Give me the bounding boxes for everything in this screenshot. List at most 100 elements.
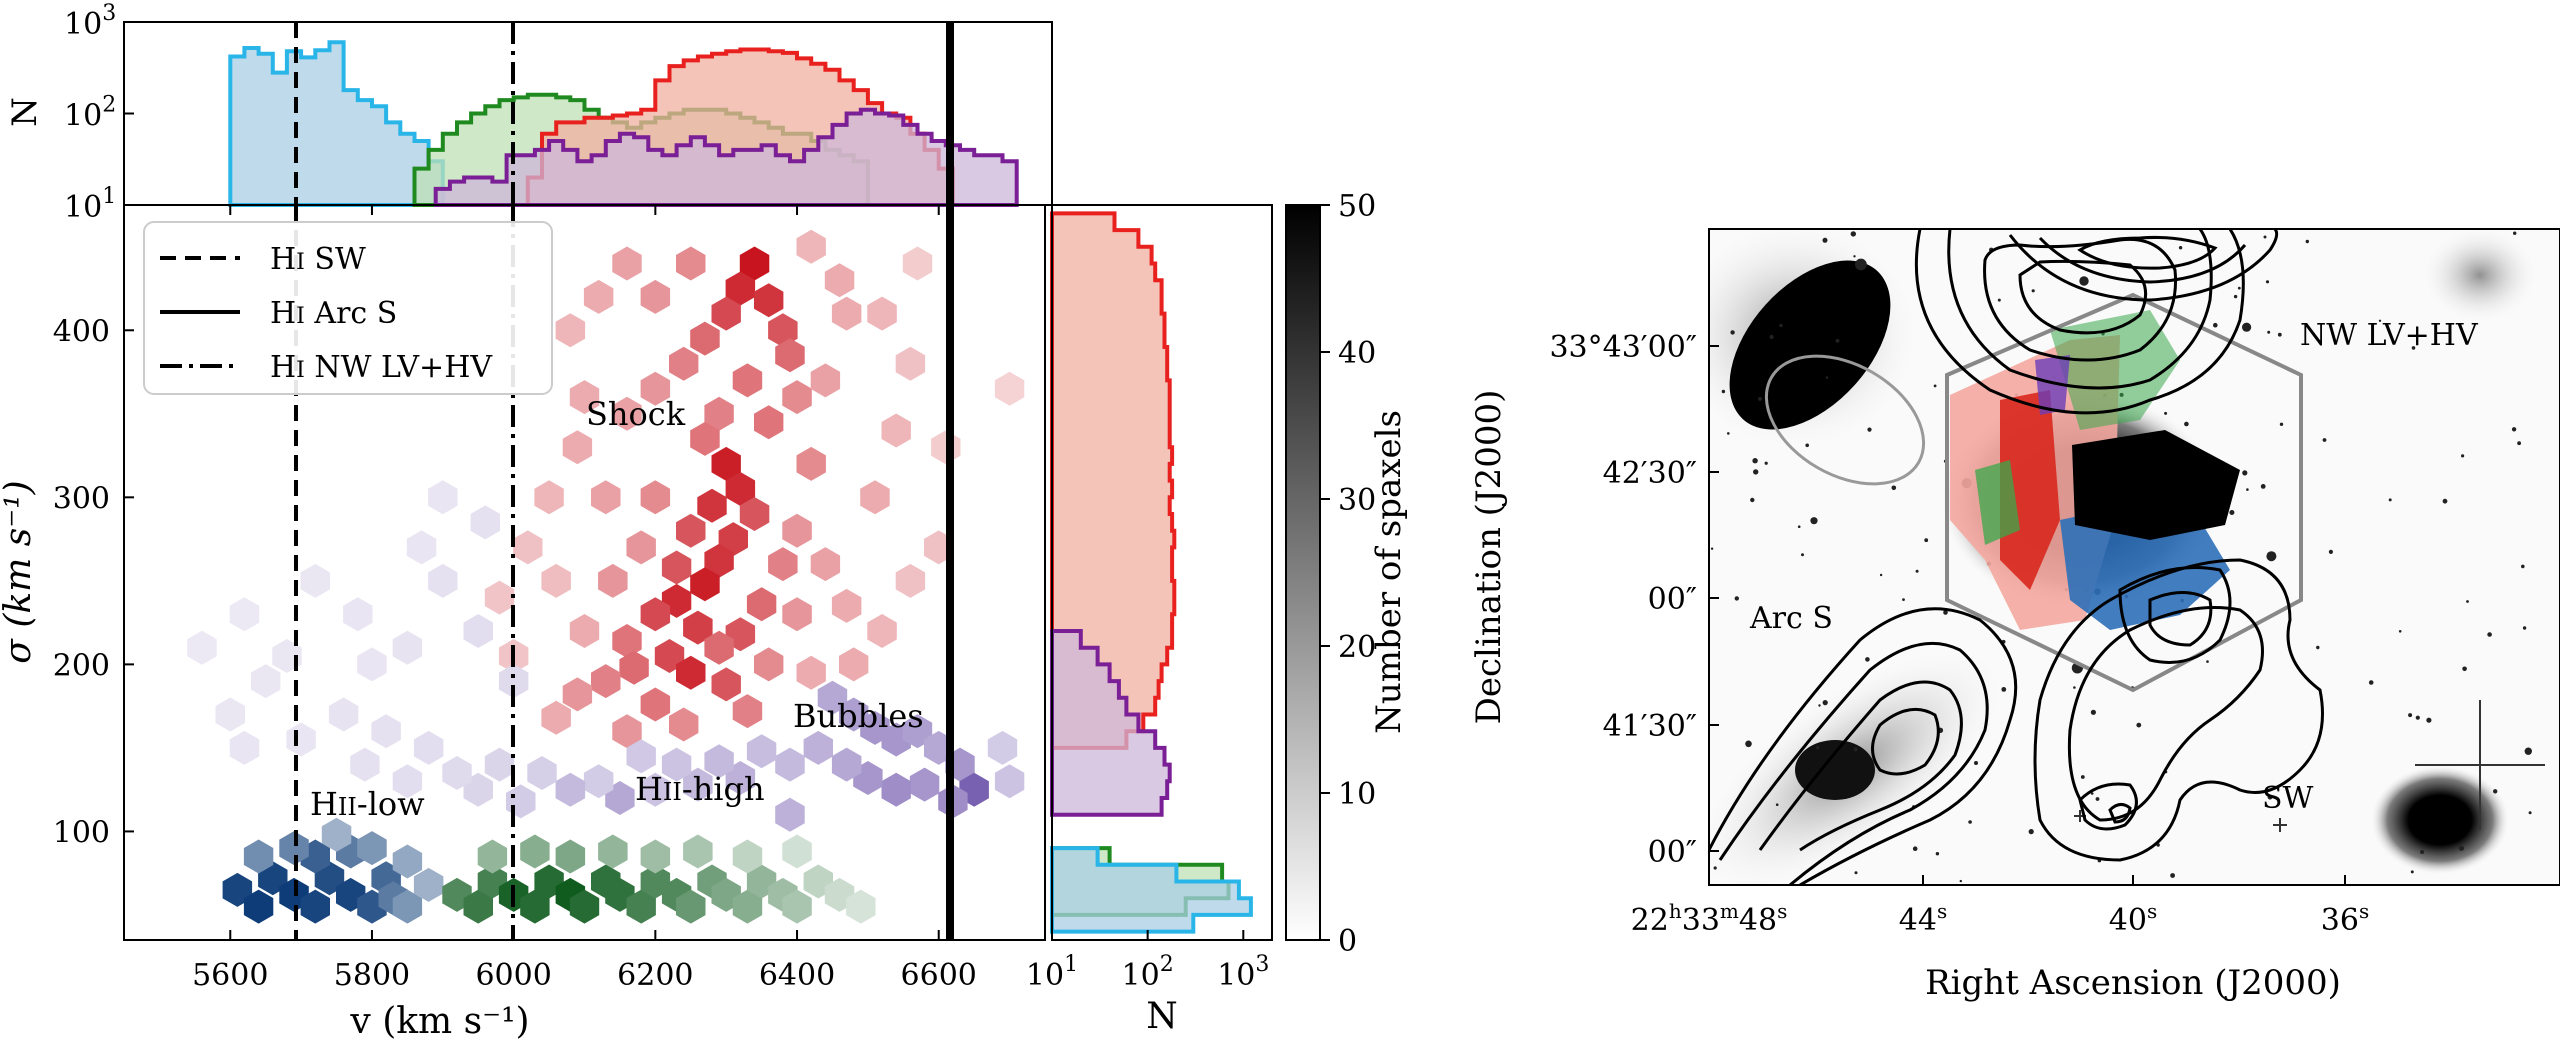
- x-tick-label-4: 6400: [759, 958, 835, 993]
- cb-tick-label-4: 40: [1338, 336, 1376, 371]
- hex-1-44: [463, 614, 493, 648]
- hex-0-0: [739, 246, 770, 281]
- hex-0-25: [746, 587, 777, 622]
- hex-0-16: [725, 472, 756, 506]
- star-87: [2242, 470, 2248, 476]
- hex-3-24: [520, 834, 550, 869]
- star-3: [2265, 280, 2270, 284]
- hex-0-3: [711, 296, 741, 331]
- hex-0-64: [810, 363, 841, 398]
- x-tick-label-1: 5800: [334, 958, 410, 993]
- hex-1-9: [909, 767, 940, 802]
- hex-2-17: [321, 817, 352, 852]
- galaxy-arc-core: [1795, 740, 1875, 800]
- hex-0-57: [931, 430, 961, 465]
- hex-1-15: [746, 734, 777, 769]
- hex-0-42: [562, 430, 593, 465]
- x-tick-label-5: 6600: [901, 958, 977, 993]
- hex-0-49: [810, 547, 841, 582]
- star-131: [1745, 740, 1752, 748]
- hex-0-50: [831, 588, 862, 623]
- sky-label-sw: SW: [2262, 781, 2314, 816]
- x-tick-label-0: 5600: [192, 958, 268, 993]
- star-117: [1902, 598, 1905, 601]
- hex-3-26: [598, 834, 628, 869]
- hex-0-32: [676, 655, 706, 690]
- sky-dec-tick-label-2: 00″: [1648, 582, 1697, 617]
- hex-0-36: [562, 677, 593, 712]
- hex-1-19: [661, 747, 692, 782]
- sky-label-arc: Arc S: [1749, 601, 1833, 636]
- colorbar-gradient: [1285, 204, 1321, 941]
- hex-0-59: [555, 313, 586, 348]
- star-27: [2267, 794, 2273, 800]
- hex-0-7: [669, 346, 699, 381]
- top-histogram-ylabel: N: [5, 97, 45, 127]
- annotation-hii-low: HII-low: [310, 785, 425, 823]
- star-61: [2164, 411, 2168, 415]
- hex-0-54: [867, 296, 897, 331]
- hex-0-53: [895, 346, 926, 381]
- star-118: [1924, 538, 1929, 543]
- star-64: [2388, 498, 2392, 502]
- hex-0-5: [690, 321, 720, 356]
- hex-0-71: [782, 597, 812, 632]
- hex-3-29: [732, 839, 763, 874]
- hex-0-80: [902, 246, 933, 281]
- star-80: [2206, 660, 2209, 663]
- right-histogram-panel: 101 102 103 N: [1026, 204, 1273, 1037]
- scatter-frame: [123, 204, 1046, 941]
- hex-0-58: [994, 371, 1025, 406]
- hex-1-38: [187, 630, 217, 665]
- hex-0-13: [754, 405, 784, 440]
- top-y-tick-label-2: 103: [64, 1, 116, 42]
- hex-0-26: [640, 597, 671, 632]
- hex-1-13: [803, 730, 833, 765]
- hex-1-17: [704, 744, 734, 779]
- star-60: [1818, 704, 1821, 707]
- hex-2-1: [243, 889, 274, 924]
- star-119: [1734, 596, 1740, 601]
- star-53: [1968, 820, 1972, 824]
- hex-2-10: [392, 889, 423, 924]
- sky-frame: [1708, 228, 2560, 886]
- hex-0-66: [640, 279, 671, 314]
- sky-ra-ticks: 22h33m48s 44s 40s 36s: [1631, 875, 2369, 938]
- star-115: [2263, 235, 2267, 239]
- star-92: [1779, 323, 1783, 328]
- sky-image: NW LV+HV Arc S SW: [1709, 229, 2560, 885]
- hex-1-41: [343, 597, 373, 632]
- hex-1-29: [442, 756, 472, 790]
- cb-tick-label-1: 10: [1338, 777, 1376, 812]
- star-112: [1912, 846, 1918, 851]
- star-110: [2031, 289, 2035, 293]
- sky-xlabel: Right Ascension (J2000): [1925, 963, 2341, 1003]
- star-21: [1891, 485, 1897, 491]
- star-128: [2001, 687, 2007, 692]
- hex-1-30: [413, 730, 444, 765]
- star-100: [1797, 525, 1801, 528]
- star-75: [2461, 454, 2465, 458]
- star-62: [2328, 549, 2333, 555]
- hex-0-43: [534, 480, 564, 515]
- hex-0-39: [541, 700, 571, 735]
- star-104: [2073, 686, 2076, 689]
- scatter-xlabel: v (km s⁻¹): [349, 1001, 529, 1042]
- star-52: [1865, 657, 1870, 662]
- scatter-panel: 5600 5800 6000 6200 6400 6600 100 200 300 400 v …: [0, 204, 1046, 1042]
- hex-0-67: [676, 246, 706, 281]
- star-68: [1943, 610, 1948, 615]
- star-111: [1713, 866, 1717, 870]
- hex-0-38: [732, 694, 763, 729]
- sky-dec-ticks: 33°43′00″ 42′30″ 00″ 41′30″ 00″: [1549, 330, 1719, 870]
- hex-0-46: [583, 279, 614, 314]
- hex-0-72: [754, 647, 784, 682]
- legend: HI SW HI Arc S HI NW LV+HV: [143, 221, 553, 395]
- hex-0-60: [569, 380, 600, 415]
- star-126: [2513, 231, 2517, 235]
- star-90: [1758, 396, 1762, 401]
- star-84: [1850, 231, 1857, 237]
- cb-tick-label-3: 30: [1338, 483, 1376, 518]
- star-85: [2426, 717, 2432, 723]
- sky-ra-tick-label-2: 40s: [2109, 899, 2157, 938]
